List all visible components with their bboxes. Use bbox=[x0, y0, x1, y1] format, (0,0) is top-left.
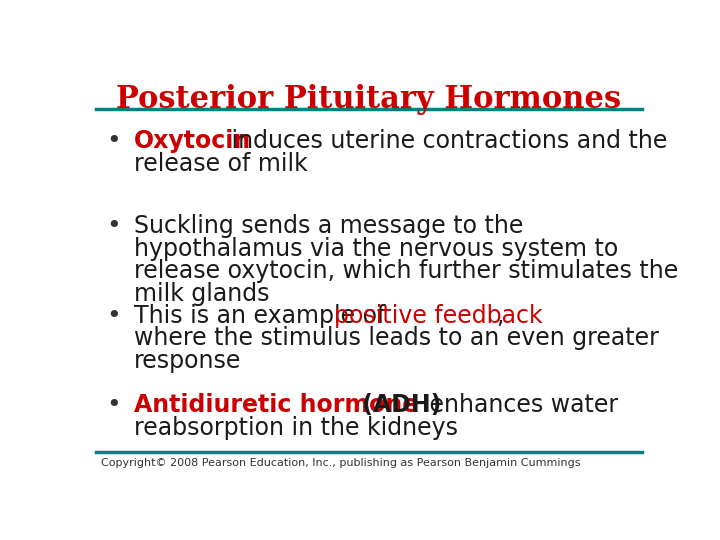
Text: Antidiuretic hormone: Antidiuretic hormone bbox=[133, 393, 418, 417]
Text: response: response bbox=[133, 349, 241, 373]
Text: Posterior Pituitary Hormones: Posterior Pituitary Hormones bbox=[117, 84, 621, 114]
Text: reabsorption in the kidneys: reabsorption in the kidneys bbox=[133, 416, 457, 440]
Text: (ADH): (ADH) bbox=[354, 393, 441, 417]
Text: milk glands: milk glands bbox=[133, 282, 269, 306]
Text: Suckling sends a message to the: Suckling sends a message to the bbox=[133, 214, 523, 239]
Text: •: • bbox=[107, 393, 122, 417]
Text: •: • bbox=[107, 129, 122, 153]
Text: ,: , bbox=[496, 304, 503, 328]
Text: where the stimulus leads to an even greater: where the stimulus leads to an even grea… bbox=[133, 326, 658, 350]
Text: release oxytocin, which further stimulates the: release oxytocin, which further stimulat… bbox=[133, 259, 678, 284]
Text: •: • bbox=[107, 214, 122, 239]
Text: •: • bbox=[107, 304, 122, 328]
Text: This is an example of: This is an example of bbox=[133, 304, 392, 328]
Text: enhances water: enhances water bbox=[421, 393, 618, 417]
Text: release of milk: release of milk bbox=[133, 152, 307, 176]
Text: Copyright© 2008 Pearson Education, Inc., publishing as Pearson Benjamin Cummings: Copyright© 2008 Pearson Education, Inc.,… bbox=[101, 458, 580, 468]
Text: positive feedback: positive feedback bbox=[334, 304, 543, 328]
Text: induces uterine contractions and the: induces uterine contractions and the bbox=[225, 129, 667, 153]
Text: hypothalamus via the nervous system to: hypothalamus via the nervous system to bbox=[133, 237, 618, 261]
Text: Oxytocin: Oxytocin bbox=[133, 129, 251, 153]
